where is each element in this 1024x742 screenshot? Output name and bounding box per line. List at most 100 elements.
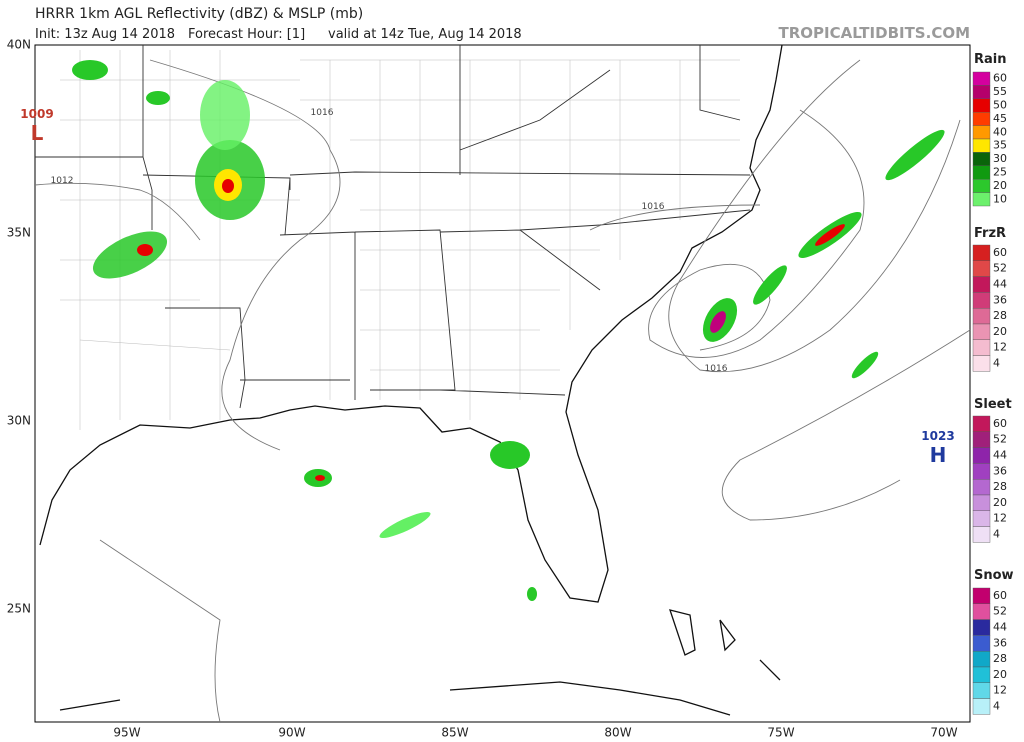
legend-swatch (972, 71, 991, 86)
legend: FrzR 60 52 44 36 28 20 12 4 (972, 226, 1007, 372)
legend-label: 20 (993, 496, 1007, 509)
isobar (149, 59, 341, 451)
legend-label: 28 (993, 652, 1007, 665)
low-pressure-symbol: L (31, 121, 44, 145)
valid-time: valid at 14z Tue, Aug 14 2018 (328, 27, 522, 42)
legend-swatch (972, 125, 991, 140)
isobar-label: 1016 (642, 202, 665, 212)
legend: Sleet 60 52 44 36 28 20 12 4 (972, 397, 1012, 543)
legend-label: 60 (993, 72, 1007, 85)
lat-label: 25N (7, 602, 31, 616)
legend-swatch (972, 635, 991, 652)
echo (851, 351, 879, 379)
legend-swatch (972, 355, 991, 372)
isobar (668, 59, 961, 373)
legend-swatch (972, 323, 991, 341)
legend-title: FrzR (974, 226, 1006, 241)
low-pressure-value: 1009 (20, 107, 53, 121)
isobar-label: 1016 (705, 364, 728, 374)
legend-label: 60 (993, 589, 1007, 602)
legend-label: 12 (993, 512, 1007, 525)
title: HRRR 1km AGL Reflectivity (dBZ) & MSLP (… (35, 6, 363, 22)
echo-core (315, 475, 325, 481)
legend-label: 52 (993, 262, 1007, 275)
map-frame (34, 44, 971, 723)
legend-title: Snow (974, 568, 1014, 583)
lon-label: 75W (767, 726, 794, 740)
legend-label: 4 (993, 700, 1000, 713)
watermark: TROPICALTIDBITS.COM (779, 24, 971, 42)
legend-swatch (972, 192, 991, 207)
lat-label: 40N (7, 38, 31, 52)
isobar (34, 182, 201, 241)
legend-label: 44 (993, 449, 1007, 462)
lat-labels: 40N 35N 30N 25N (7, 38, 31, 616)
legend-swatch (972, 165, 991, 180)
legend-label: 50 (993, 99, 1007, 112)
legend-swatch (972, 98, 991, 113)
county-grid (60, 50, 740, 430)
legend-swatch (972, 260, 991, 277)
legend-label: 28 (993, 309, 1007, 322)
legend-label: 12 (993, 684, 1007, 697)
legend-label: 36 (993, 293, 1007, 306)
echo-core (137, 244, 153, 256)
legend-swatch (972, 587, 991, 605)
legend-swatch (972, 447, 991, 464)
legend-label: 30 (993, 152, 1007, 165)
legend-label: 25 (993, 166, 1007, 179)
echo-core (815, 224, 845, 246)
legend-swatch (972, 463, 991, 480)
legend-swatch (972, 494, 991, 512)
legend-swatch (972, 698, 991, 715)
lat-label: 35N (7, 226, 31, 240)
legend-label: 20 (993, 179, 1007, 192)
forecast-hour: Forecast Hour: [1] (188, 27, 305, 42)
echo (146, 91, 170, 105)
lon-label: 95W (113, 726, 140, 740)
legend-swatch (972, 85, 991, 100)
high-pressure-value: 1023 (921, 429, 954, 443)
lon-labels: 95W 90W 85W 80W 75W 70W (113, 726, 957, 740)
echo-core (222, 179, 234, 193)
reflectivity (72, 60, 945, 601)
legend-swatch (972, 178, 991, 193)
legend-label: 60 (993, 417, 1007, 430)
echo (753, 265, 787, 305)
legend-swatch (972, 666, 991, 684)
map: 1016 1012 1016 1016 1009 L 1023 H (20, 44, 971, 723)
legend-label: 45 (993, 112, 1007, 125)
isobar (721, 329, 971, 521)
legend: Snow 60 52 44 36 28 20 12 4 (972, 568, 1014, 715)
legend-swatch (972, 152, 991, 166)
legend-swatch (972, 138, 991, 153)
isobar-label: 1012 (51, 176, 74, 186)
legend-swatch (972, 276, 991, 293)
legend-label: 60 (993, 246, 1007, 259)
legend-swatch (972, 415, 991, 433)
init-time: Init: 13z Aug 14 2018 (35, 27, 175, 42)
legend-title: Rain (974, 52, 1007, 67)
legend-swatch (972, 651, 991, 668)
legend-label: 52 (993, 433, 1007, 446)
legend-label: 36 (993, 636, 1007, 649)
state-lines (35, 45, 751, 409)
islands (59, 609, 781, 716)
legend-label: 40 (993, 125, 1007, 138)
lon-label: 70W (930, 726, 957, 740)
high-pressure-symbol: H (930, 443, 947, 467)
legend-swatch (972, 292, 991, 309)
echo-core (710, 311, 726, 333)
legend-label: 55 (993, 85, 1007, 98)
isobar (589, 204, 761, 231)
echo (72, 60, 108, 80)
lat-label: 30N (7, 414, 31, 428)
isobar (99, 539, 221, 723)
legend-label: 20 (993, 668, 1007, 681)
legend-swatch (972, 603, 991, 620)
county-lines (60, 50, 740, 430)
legends: Rain60555045403530252010FrzR605244362820… (972, 52, 1014, 715)
legend-label: 4 (993, 357, 1000, 370)
